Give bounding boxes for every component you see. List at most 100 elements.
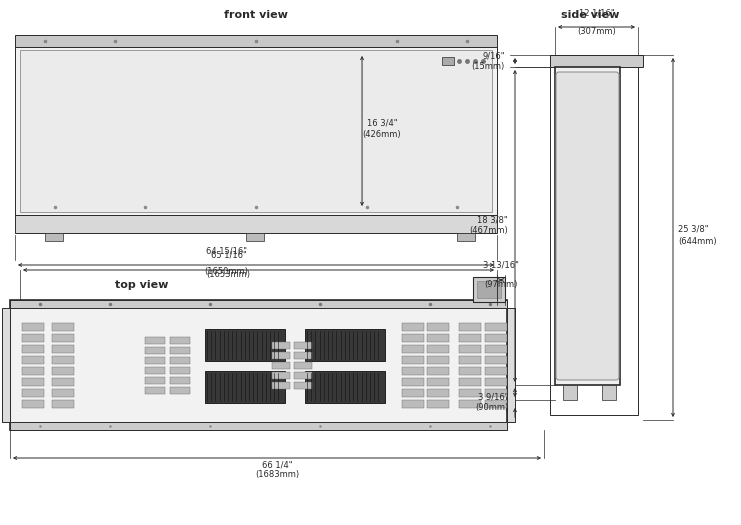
Bar <box>52 377 74 385</box>
Bar <box>427 344 449 352</box>
Bar <box>2 308 10 422</box>
Bar <box>22 377 44 385</box>
Text: 18 3/8": 18 3/8" <box>477 215 508 225</box>
Text: side view: side view <box>561 10 619 20</box>
Text: 66 1/4": 66 1/4" <box>262 460 292 469</box>
Bar <box>22 388 44 396</box>
Bar <box>52 388 74 396</box>
Bar <box>305 371 385 403</box>
Bar <box>485 333 507 341</box>
Bar <box>402 366 424 374</box>
Bar <box>294 341 312 349</box>
Bar <box>427 366 449 374</box>
Text: (1650mm): (1650mm) <box>204 267 248 276</box>
Bar <box>52 400 74 407</box>
Bar <box>427 377 449 385</box>
Text: (426mm): (426mm) <box>363 131 402 140</box>
Bar <box>145 366 165 373</box>
Bar <box>22 344 44 352</box>
Bar <box>427 388 449 396</box>
Bar <box>457 233 475 241</box>
Bar <box>15 215 497 233</box>
Bar <box>402 400 424 407</box>
Bar <box>52 355 74 363</box>
Bar <box>485 344 507 352</box>
Text: (1653mm): (1653mm) <box>207 270 250 279</box>
Bar <box>170 337 190 343</box>
Bar <box>459 355 481 363</box>
Bar <box>427 333 449 341</box>
Bar <box>442 57 454 65</box>
Text: (15mm): (15mm) <box>472 62 505 71</box>
Bar <box>145 376 165 383</box>
Bar <box>485 400 507 407</box>
Bar <box>205 371 285 403</box>
Bar <box>20 50 492 212</box>
Bar <box>205 329 285 361</box>
Bar <box>555 67 620 385</box>
Bar <box>52 366 74 374</box>
Bar <box>272 352 290 359</box>
FancyBboxPatch shape <box>556 72 619 380</box>
Bar <box>52 344 74 352</box>
Bar <box>485 322 507 331</box>
Text: 65 1/16": 65 1/16" <box>210 251 246 260</box>
Bar <box>402 322 424 331</box>
Text: (467mm): (467mm) <box>469 226 508 236</box>
Bar <box>550 55 638 415</box>
Bar <box>246 233 264 241</box>
Bar <box>459 322 481 331</box>
Bar <box>10 300 507 308</box>
Bar <box>22 333 44 341</box>
Text: (307mm): (307mm) <box>577 27 616 36</box>
Bar <box>459 344 481 352</box>
Bar <box>10 300 507 430</box>
Bar <box>402 377 424 385</box>
Bar <box>272 382 290 388</box>
Text: (97mm): (97mm) <box>485 280 518 289</box>
Bar <box>22 322 44 331</box>
Bar <box>272 372 290 379</box>
Bar <box>563 385 577 400</box>
Bar <box>402 344 424 352</box>
Bar <box>402 388 424 396</box>
Bar <box>507 308 515 422</box>
Bar <box>272 362 290 369</box>
Text: (644mm): (644mm) <box>678 237 717 246</box>
Bar <box>294 352 312 359</box>
Bar <box>170 386 190 394</box>
Bar <box>477 281 501 298</box>
Bar <box>485 388 507 396</box>
Bar <box>10 422 507 430</box>
Bar <box>402 333 424 341</box>
Bar <box>170 376 190 383</box>
Bar <box>459 400 481 407</box>
Text: 3 13/16": 3 13/16" <box>483 261 519 270</box>
Bar <box>145 337 165 343</box>
Text: 3 9/16": 3 9/16" <box>477 393 508 402</box>
Bar <box>427 322 449 331</box>
Bar <box>459 333 481 341</box>
Bar <box>52 333 74 341</box>
Bar <box>485 355 507 363</box>
Bar <box>22 355 44 363</box>
Text: 9/16": 9/16" <box>482 51 505 60</box>
Bar <box>294 362 312 369</box>
Text: top view: top view <box>116 280 169 290</box>
Bar <box>22 366 44 374</box>
Bar <box>485 366 507 374</box>
Bar <box>15 47 497 215</box>
Bar <box>45 233 63 241</box>
Bar <box>15 35 497 47</box>
Bar <box>294 382 312 388</box>
Bar <box>22 400 44 407</box>
Text: 16 3/4": 16 3/4" <box>367 119 397 128</box>
Bar <box>170 346 190 353</box>
Bar <box>170 366 190 373</box>
Bar <box>305 329 385 361</box>
Text: 64 15/16": 64 15/16" <box>205 246 247 255</box>
Bar <box>550 55 643 67</box>
Bar <box>459 366 481 374</box>
Bar <box>294 372 312 379</box>
Text: 12 1/16": 12 1/16" <box>579 8 614 17</box>
